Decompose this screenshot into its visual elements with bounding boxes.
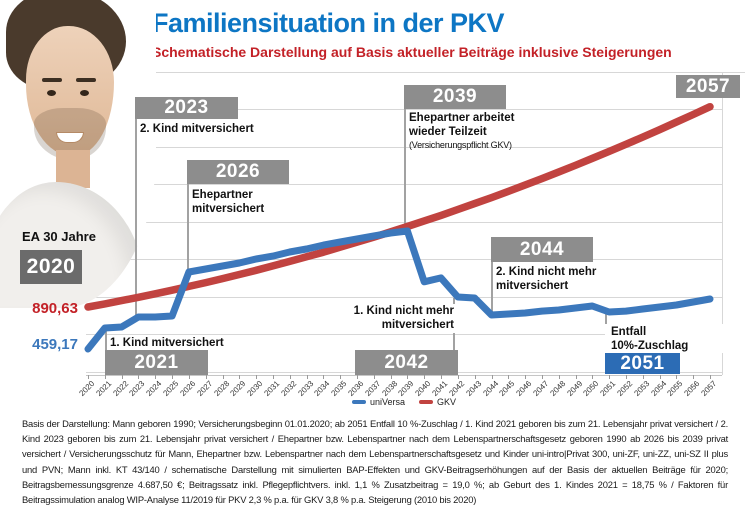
year-box-2044: 2044 [491, 237, 593, 262]
x-axis-tick [625, 375, 627, 379]
entry-age-label: EA 30 Jahre [22, 229, 96, 244]
connector-2023 [135, 118, 137, 317]
x-axis-tick [323, 375, 325, 379]
legend-item: uniVersa [351, 397, 405, 407]
eyebrow-shape [42, 78, 62, 82]
x-axis-tick [609, 375, 611, 379]
connector-2026 [187, 183, 189, 272]
x-axis-tick [239, 375, 241, 379]
x-axis-tick [407, 375, 409, 379]
milestone-label-line: 1. Kind nicht mehr [353, 305, 454, 317]
milestone-label-line: mitversichert [381, 318, 454, 331]
eye-shape [80, 90, 89, 96]
legend-color-dash [419, 400, 433, 404]
x-axis-tick [172, 375, 174, 379]
x-axis-tick [205, 375, 207, 379]
gkv-start-value: 890,63 [32, 300, 78, 317]
year-box-2021: 2021 [105, 350, 208, 375]
x-axis-tick [424, 375, 426, 379]
x-axis-tick [676, 375, 678, 379]
year-box-2020: 2020 [20, 250, 82, 284]
x-axis-tick [104, 375, 106, 379]
year-box-2026: 2026 [187, 160, 289, 184]
milestone-sublabel: (Versicherungspflicht GKV) [409, 140, 512, 150]
milestone-label-line: Ehepartner arbeitet [409, 112, 515, 124]
x-axis-tick [88, 375, 89, 379]
milestone-label-line: Ehepartner [192, 189, 253, 201]
x-axis-tick [138, 375, 140, 379]
gkv-line [84, 102, 714, 311]
page-subtitle: Schematische Darstellung auf Basis aktue… [152, 44, 672, 60]
milestone-label-2051: Entfall 10%-Zuschlag [605, 324, 723, 353]
x-axis-tick [525, 375, 527, 379]
year-box-2039: 2039 [404, 85, 506, 109]
milestone-label-2026: Ehepartner mitversichert [192, 189, 264, 216]
shirt-shape [0, 182, 144, 308]
milestone-label-line: Entfall [611, 326, 647, 338]
connector-2051 [605, 311, 607, 325]
x-axis-tick [541, 375, 543, 379]
milestone-label-2044: 2. Kind nicht mehr mitversichert [496, 266, 596, 293]
x-axis-tick [659, 375, 661, 379]
footnote-text: Basis der Darstellung: Mann geboren 1990… [22, 418, 728, 506]
x-axis-tick [693, 375, 695, 379]
x-axis-tick [575, 375, 577, 379]
x-axis-tick [289, 375, 291, 379]
milestone-label-line: mitversichert [192, 202, 265, 215]
year-box-2051: 2051 [605, 353, 680, 374]
plot-right-border [722, 72, 723, 375]
year-box-2023: 2023 [135, 97, 238, 119]
gridline [86, 297, 722, 298]
x-axis-tick [256, 375, 258, 379]
page-title: Familiensituation in der PKV [152, 8, 505, 38]
x-axis-tick [491, 375, 493, 379]
legend-item: GKV [419, 397, 456, 407]
x-axis-tick [155, 375, 157, 379]
x-axis-tick [642, 375, 644, 379]
universa-start-value: 459,17 [32, 336, 78, 353]
milestone-label-2039: Ehepartner arbeitet wieder Teilzeit (Ver… [409, 112, 514, 153]
chart-legend: uniVersa GKV [86, 397, 722, 407]
x-axis-tick [390, 375, 392, 379]
gridline [86, 259, 722, 260]
legend-label: uniVersa [369, 397, 405, 407]
legend-label: GKV [437, 397, 457, 407]
milestone-label-line: 10%-Zuschlag [611, 339, 689, 352]
milestone-label-2042: 1. Kind nicht mehr mitversichert [330, 304, 456, 333]
milestone-label-line: mitversichert [496, 279, 569, 292]
x-axis-tick [710, 375, 711, 379]
x-axis-tick [558, 375, 560, 379]
gridline [86, 72, 745, 73]
x-axis-tick [441, 375, 442, 379]
eyebrow-shape [76, 78, 96, 82]
x-axis-tick [592, 375, 594, 379]
milestone-label-2023: 2. Kind mitversichert [140, 123, 254, 135]
x-axis-tick [457, 375, 459, 379]
eye-shape [47, 90, 56, 96]
x-axis-tick [188, 375, 190, 379]
x-axis-tick [272, 375, 274, 379]
milestone-label-line: wieder Teilzeit [409, 125, 487, 138]
x-axis-tick [373, 375, 375, 379]
x-axis-tick [474, 375, 476, 379]
x-axis-tick [121, 375, 123, 379]
year-box-2042: 2042 [355, 350, 458, 375]
year-box-2057: 2057 [676, 75, 740, 98]
connector-2044 [491, 261, 493, 315]
x-axis-line [86, 375, 722, 376]
x-axis-tick [306, 375, 308, 379]
milestone-label-line: 2. Kind nicht mehr [496, 266, 597, 278]
legend-color-dash [351, 400, 366, 404]
x-axis-tick [508, 375, 510, 379]
connector-2039 [404, 108, 406, 232]
x-axis-tick [222, 375, 224, 379]
x-axis-tick [340, 375, 342, 379]
x-axis-tick [357, 375, 358, 379]
